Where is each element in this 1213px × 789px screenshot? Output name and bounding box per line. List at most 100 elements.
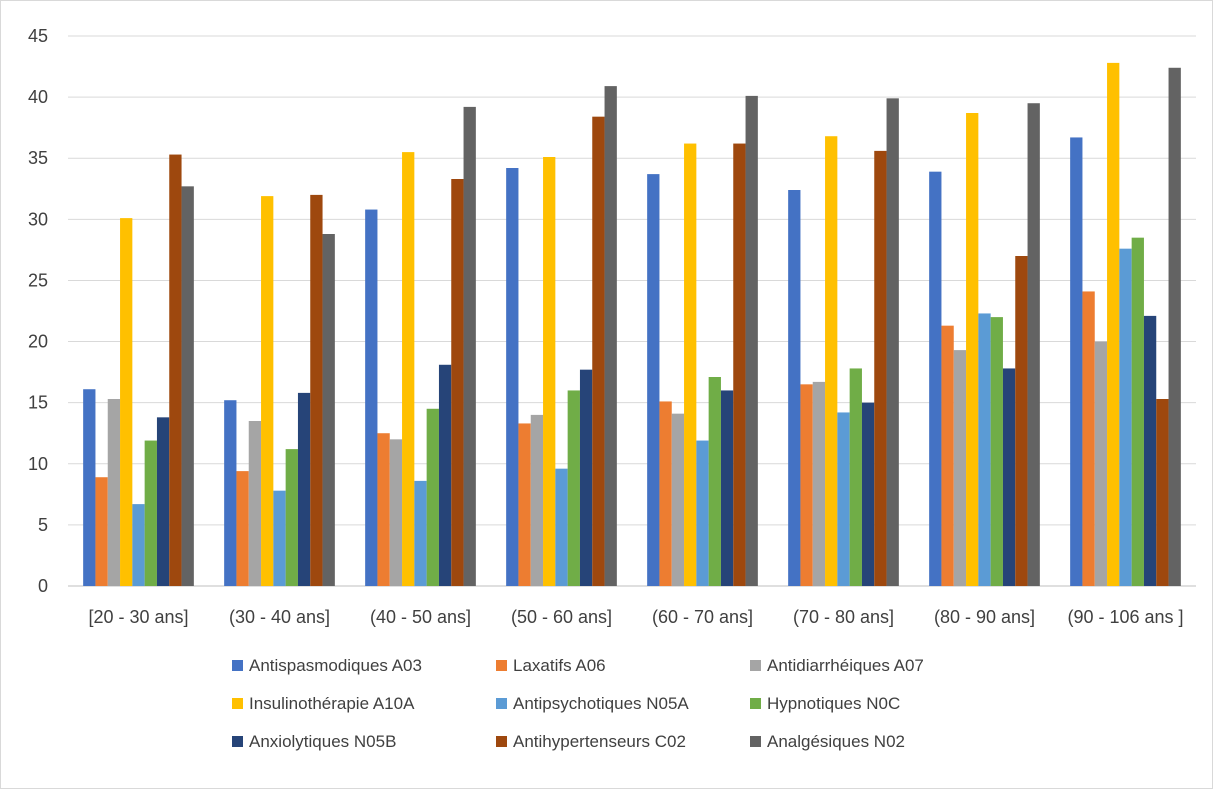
bar bbox=[941, 325, 954, 586]
x-tick-label: (80 - 90 ans] bbox=[934, 607, 1035, 627]
bar bbox=[543, 157, 556, 586]
bar bbox=[684, 143, 697, 587]
bar bbox=[181, 186, 194, 587]
legend-item: Analgésiques N02 bbox=[750, 732, 905, 751]
bar bbox=[365, 209, 378, 587]
legend-item: Antihypertenseurs C02 bbox=[496, 732, 686, 751]
x-tick-label: (70 - 80 ans] bbox=[793, 607, 894, 627]
y-tick-label: 20 bbox=[28, 332, 48, 352]
x-tick-label: (90 - 106 ans ] bbox=[1067, 607, 1183, 627]
bar bbox=[861, 402, 875, 586]
bar bbox=[592, 116, 605, 587]
bar bbox=[377, 433, 390, 586]
x-axis-ticks: [20 - 30 ans] (30 - 40 ans] (40 - 50 ans] (… bbox=[88, 607, 1183, 627]
bar bbox=[310, 194, 323, 586]
legend-label: Laxatifs A06 bbox=[513, 656, 606, 675]
bar bbox=[83, 389, 96, 586]
bar bbox=[248, 421, 262, 586]
legend-item: Antispasmodiques A03 bbox=[232, 656, 422, 675]
legend-item: Antidiarrhéiques A07 bbox=[750, 656, 924, 675]
bar bbox=[285, 449, 298, 586]
legend-label: Antihypertenseurs C02 bbox=[513, 732, 686, 751]
y-tick-label: 15 bbox=[28, 393, 48, 413]
bar bbox=[107, 399, 121, 586]
bar bbox=[874, 150, 887, 586]
bar bbox=[120, 218, 133, 586]
bar bbox=[647, 174, 660, 586]
legend-swatch bbox=[496, 736, 507, 747]
y-axis-ticks: 0 5 10 15 20 25 30 35 40 45 bbox=[28, 26, 48, 596]
y-tick-label: 25 bbox=[28, 270, 48, 290]
x-tick-label: [20 - 30 ans] bbox=[88, 607, 188, 627]
legend-swatch bbox=[496, 698, 507, 709]
legend-label: Antispasmodiques A03 bbox=[249, 656, 422, 675]
bar bbox=[990, 317, 1003, 586]
bar bbox=[604, 86, 617, 586]
bar bbox=[224, 400, 237, 586]
bar bbox=[812, 381, 826, 586]
legend-swatch bbox=[750, 660, 761, 671]
bar bbox=[156, 417, 170, 586]
bar bbox=[849, 368, 862, 586]
bar bbox=[800, 384, 813, 586]
bar bbox=[169, 154, 182, 587]
legend-label: Antipsychotiques N05A bbox=[513, 694, 689, 713]
bar bbox=[788, 190, 801, 586]
bar bbox=[720, 390, 734, 586]
bar bbox=[1107, 62, 1120, 586]
y-tick-label: 45 bbox=[28, 26, 48, 46]
y-tick-label: 30 bbox=[28, 209, 48, 229]
legend-item: Anxiolytiques N05B bbox=[232, 732, 396, 751]
legend-swatch bbox=[232, 660, 243, 671]
bar bbox=[555, 468, 568, 586]
bar bbox=[144, 440, 157, 586]
bar bbox=[518, 423, 531, 586]
bar bbox=[389, 439, 403, 586]
y-tick-label: 35 bbox=[28, 148, 48, 168]
x-tick-label: (50 - 60 ans] bbox=[511, 607, 612, 627]
bar bbox=[463, 106, 476, 586]
bar bbox=[567, 390, 580, 586]
bar bbox=[451, 179, 464, 586]
x-tick-label: (60 - 70 ans] bbox=[652, 607, 753, 627]
legend-swatch bbox=[750, 698, 761, 709]
bar bbox=[426, 408, 439, 586]
bar bbox=[966, 113, 979, 586]
legend-swatch bbox=[232, 698, 243, 709]
legend-item: Laxatifs A06 bbox=[496, 656, 606, 675]
bar bbox=[273, 490, 286, 586]
bar bbox=[733, 143, 746, 587]
bar bbox=[1119, 248, 1132, 586]
y-tick-label: 0 bbox=[38, 576, 48, 596]
bar bbox=[402, 152, 415, 586]
legend-item: Hypnotiques N0C bbox=[750, 694, 900, 713]
bar bbox=[659, 401, 672, 586]
legend-label: Anxiolytiques N05B bbox=[249, 732, 396, 751]
bar bbox=[837, 412, 850, 586]
bar bbox=[530, 414, 544, 586]
legend: Antispasmodiques A03 Laxatifs A06 Antidiar… bbox=[232, 656, 924, 751]
legend-swatch bbox=[750, 736, 761, 747]
bar bbox=[261, 196, 274, 586]
legend-item: Insulinothérapie A10A bbox=[232, 694, 415, 713]
bar bbox=[414, 480, 427, 586]
legend-label: Insulinothérapie A10A bbox=[249, 694, 415, 713]
bar bbox=[929, 171, 942, 586]
bar bbox=[1002, 368, 1016, 586]
legend-swatch bbox=[496, 660, 507, 671]
bar bbox=[953, 350, 967, 586]
bar bbox=[745, 95, 758, 586]
bar bbox=[696, 440, 709, 586]
bar bbox=[708, 377, 721, 586]
bar bbox=[825, 136, 838, 586]
bar bbox=[438, 364, 452, 586]
bar bbox=[1027, 103, 1040, 586]
y-tick-label: 5 bbox=[38, 515, 48, 535]
bar bbox=[506, 168, 519, 586]
bar bbox=[297, 392, 311, 586]
legend-item: Antipsychotiques N05A bbox=[496, 694, 689, 713]
bar bbox=[1015, 256, 1028, 586]
bar bbox=[1156, 399, 1169, 586]
legend-label: Analgésiques N02 bbox=[767, 732, 905, 751]
